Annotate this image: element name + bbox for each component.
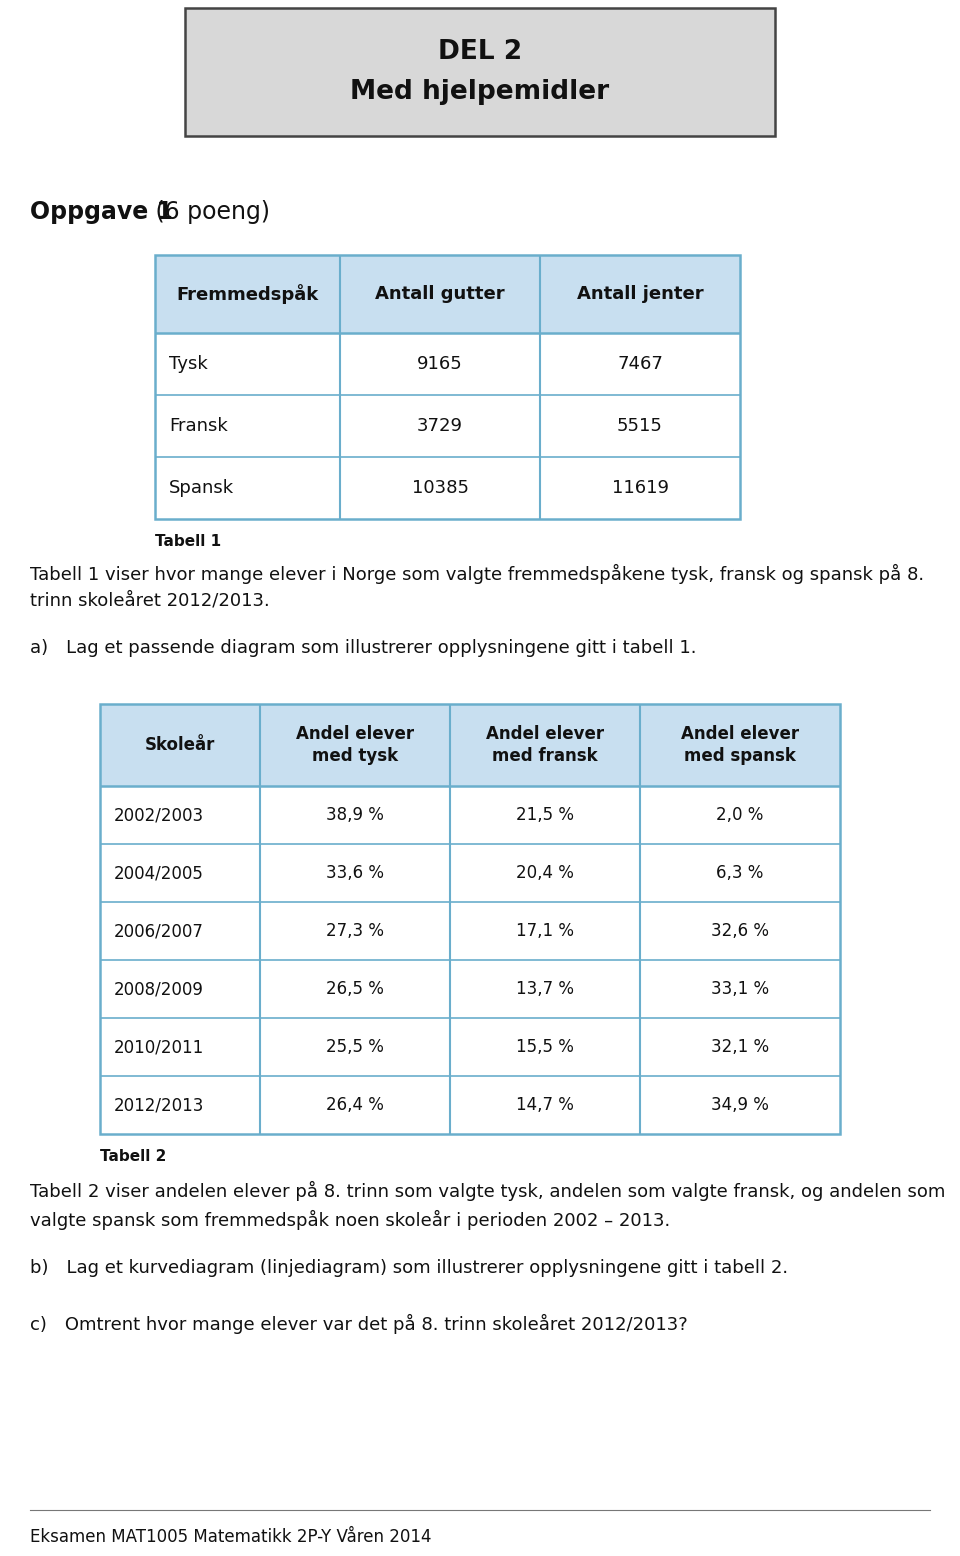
Text: 33,6 %: 33,6 % [326, 864, 384, 882]
Text: Tysk: Tysk [169, 355, 207, 373]
Text: Tabell 2: Tabell 2 [100, 1148, 166, 1164]
Text: c) Omtrent hvor mange elever var det på 8. trinn skoleåret 2012/2013?: c) Omtrent hvor mange elever var det på … [30, 1313, 687, 1333]
Text: 2012/2013: 2012/2013 [114, 1095, 204, 1114]
Text: Eksamen MAT1005 Matematikk 2P-Y Våren 2014: Eksamen MAT1005 Matematikk 2P-Y Våren 20… [30, 1528, 431, 1547]
Text: 25,5 %: 25,5 % [326, 1038, 384, 1057]
Text: Fremmedspåk: Fremmedspåk [177, 285, 319, 303]
Text: (6 poeng): (6 poeng) [148, 201, 270, 224]
Text: 3729: 3729 [417, 417, 463, 436]
Text: 26,4 %: 26,4 % [326, 1095, 384, 1114]
FancyBboxPatch shape [185, 8, 775, 135]
Text: 2008/2009: 2008/2009 [114, 980, 204, 997]
Text: 2004/2005: 2004/2005 [114, 864, 204, 882]
Text: 11619: 11619 [612, 479, 668, 496]
FancyBboxPatch shape [100, 703, 840, 786]
Text: 7467: 7467 [617, 355, 663, 373]
Text: Skoleår: Skoleår [145, 736, 215, 755]
Text: 27,3 %: 27,3 % [326, 923, 384, 940]
Text: 17,1 %: 17,1 % [516, 923, 574, 940]
Text: 5515: 5515 [617, 417, 663, 436]
Text: 38,9 %: 38,9 % [326, 806, 384, 825]
Text: 20,4 %: 20,4 % [516, 864, 574, 882]
Text: 13,7 %: 13,7 % [516, 980, 574, 997]
Text: a) Lag et passende diagram som illustrerer opplysningene gitt i tabell 1.: a) Lag et passende diagram som illustrer… [30, 640, 697, 657]
Text: 21,5 %: 21,5 % [516, 806, 574, 825]
Text: 14,7 %: 14,7 % [516, 1095, 574, 1114]
Text: Tabell 1: Tabell 1 [155, 534, 221, 549]
Text: Spansk: Spansk [169, 479, 234, 496]
Text: Andel elever
med tysk: Andel elever med tysk [296, 725, 414, 766]
Text: 33,1 %: 33,1 % [711, 980, 769, 997]
Text: 2,0 %: 2,0 % [716, 806, 764, 825]
Text: 10385: 10385 [412, 479, 468, 496]
Text: 6,3 %: 6,3 % [716, 864, 764, 882]
Text: b) Lag et kurvediagram (linjediagram) som illustrerer opplysningene gitt i tabel: b) Lag et kurvediagram (linjediagram) so… [30, 1259, 788, 1277]
Text: 2010/2011: 2010/2011 [114, 1038, 204, 1057]
Text: 26,5 %: 26,5 % [326, 980, 384, 997]
Text: DEL 2: DEL 2 [438, 39, 522, 65]
Text: Antall gutter: Antall gutter [375, 285, 505, 303]
Text: Tabell 1 viser hvor mange elever i Norge som valgte fremmedspåkene tysk, fransk : Tabell 1 viser hvor mange elever i Norge… [30, 563, 924, 610]
Text: 2002/2003: 2002/2003 [114, 806, 204, 825]
Text: 9165: 9165 [418, 355, 463, 373]
Text: Antall jenter: Antall jenter [577, 285, 704, 303]
Text: 2006/2007: 2006/2007 [114, 923, 204, 940]
Text: Tabell 2 viser andelen elever på 8. trinn som valgte tysk, andelen som valgte fr: Tabell 2 viser andelen elever på 8. trin… [30, 1181, 946, 1229]
Text: 15,5 %: 15,5 % [516, 1038, 574, 1057]
Text: 34,9 %: 34,9 % [711, 1095, 769, 1114]
Text: Oppgave 1: Oppgave 1 [30, 201, 173, 224]
Text: Andel elever
med fransk: Andel elever med fransk [486, 725, 604, 766]
FancyBboxPatch shape [155, 255, 740, 333]
Text: Med hjelpemidler: Med hjelpemidler [350, 79, 610, 104]
Text: Fransk: Fransk [169, 417, 228, 436]
Text: 32,6 %: 32,6 % [711, 923, 769, 940]
Text: 32,1 %: 32,1 % [711, 1038, 769, 1057]
Text: Andel elever
med spansk: Andel elever med spansk [681, 725, 799, 766]
